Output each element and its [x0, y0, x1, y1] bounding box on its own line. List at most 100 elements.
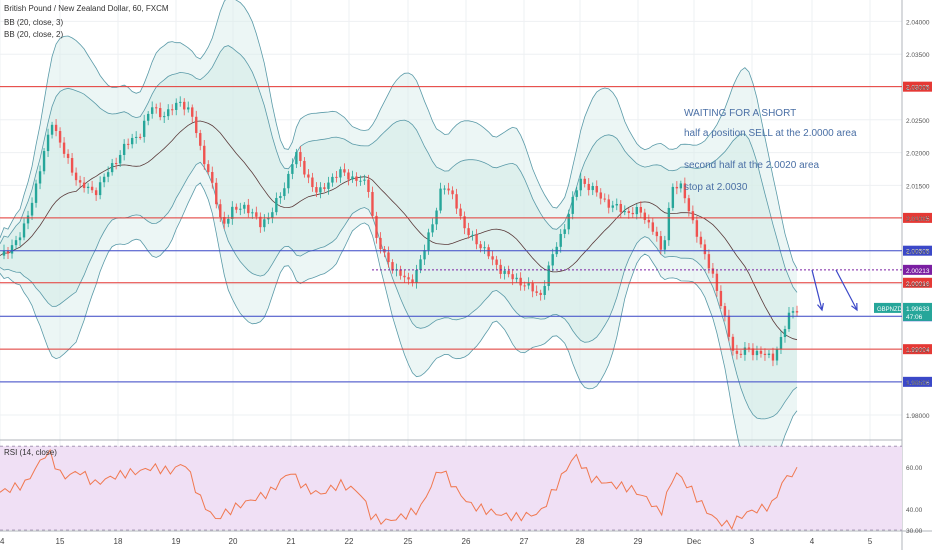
time-tick-label: 19: [172, 537, 181, 546]
annotation-line-4: stop at 2.0030: [684, 182, 748, 193]
candle-body: [367, 179, 370, 192]
candle-body: [579, 178, 582, 191]
candle-body: [647, 219, 651, 223]
candle-body: [331, 176, 334, 183]
candle-body: [315, 187, 318, 193]
candle-body: [86, 186, 90, 189]
candle-body: [82, 182, 86, 189]
candle-body: [6, 250, 10, 254]
candle-body: [30, 202, 34, 216]
candle-body: [118, 154, 122, 164]
time-tick-label: 14: [0, 537, 5, 546]
level-price-label: 2.00016: [906, 281, 930, 288]
candle-body: [343, 169, 346, 173]
candle-body: [239, 208, 242, 210]
rsi-band-fill: [0, 446, 902, 530]
level-price-label: 2.00505: [906, 249, 930, 256]
candle-body: [627, 211, 630, 213]
time-tick-label: 21: [287, 537, 296, 546]
candle-body: [587, 183, 590, 191]
candle-body: [291, 164, 294, 174]
candle-body: [723, 306, 727, 316]
candle-body: [527, 283, 530, 286]
candle-body: [26, 215, 30, 224]
candle-body: [691, 211, 695, 221]
projection-arrows: [811, 269, 858, 312]
time-tick-label: 27: [520, 537, 529, 546]
indicator-bb-2: BB (20, close, 2): [4, 30, 64, 39]
candle-body: [611, 205, 614, 208]
time-tick-label: 28: [576, 537, 585, 546]
candle-body: [327, 182, 330, 189]
price-axis: 2.030052.010052.005052.002132.000161.995…: [874, 19, 932, 420]
candle-body: [575, 190, 578, 197]
candle-body: [18, 237, 22, 241]
level-price-label: 2.00213: [906, 268, 930, 275]
price-tick-label: 2.02500: [906, 118, 930, 125]
candle-body: [551, 254, 554, 266]
candle-body: [775, 349, 779, 361]
level-price-label: 2.01005: [906, 216, 930, 223]
time-tick-label: 4: [810, 537, 815, 546]
rsi-pane: 60.00 40.00 30.00: [0, 445, 923, 535]
candle-body: [771, 353, 775, 361]
candle-body: [735, 350, 739, 354]
candle-body: [154, 107, 158, 109]
bb-band-line: [0, 161, 798, 420]
candle-body: [667, 207, 671, 241]
down-arrow-head: [851, 302, 858, 312]
candle-body: [215, 182, 218, 205]
candle-body: [763, 353, 767, 355]
candle-body: [483, 247, 486, 249]
candle-body: [411, 279, 414, 283]
candle-body: [299, 151, 302, 161]
level-price-tag: [903, 264, 932, 275]
candle-body: [58, 131, 62, 143]
candle-body: [607, 199, 610, 208]
candle-body: [126, 143, 130, 145]
symbol-title: British Pound / New Zealand Dollar, 60, …: [4, 4, 169, 13]
time-tick-label: 3: [750, 537, 755, 546]
time-axis: 14 15 18 19 20 21 22 25 26 27 28 29 Dec 3 4 5: [0, 537, 873, 546]
candle-body: [199, 133, 202, 146]
candle-body: [767, 353, 771, 355]
candle-body: [363, 179, 366, 181]
rsi-line: [0, 448, 798, 531]
level-price-tag: [903, 277, 932, 288]
candle-body: [259, 216, 262, 228]
candle-body: [423, 250, 426, 260]
level-price-tag: [903, 212, 932, 223]
candle-body: [731, 336, 735, 351]
bb-band-line: [0, 0, 798, 269]
candle-body: [419, 259, 422, 271]
candle-body: [10, 245, 14, 254]
candle-body: [635, 206, 638, 215]
candle-body: [543, 285, 546, 295]
candle-body: [679, 183, 683, 189]
candle-body: [351, 176, 354, 180]
candle-body: [779, 337, 783, 350]
price-tick-label: 1.99000: [906, 347, 930, 354]
bb-band-line: [0, 45, 798, 293]
countdown-label: 47:06: [906, 314, 923, 321]
candle-body: [203, 145, 206, 165]
price-tick-label: 2.04000: [906, 19, 930, 26]
candle-body: [703, 244, 707, 255]
candle-body: [311, 177, 314, 188]
candle-body: [459, 208, 462, 217]
candle-body: [507, 270, 510, 275]
level-lines: [0, 86, 902, 383]
down-arrow-shaft: [811, 269, 823, 311]
candle-body: [243, 204, 246, 209]
candle-body: [42, 151, 46, 172]
rsi-tick-label: 60.00: [906, 465, 923, 472]
candle-body: [275, 197, 278, 213]
time-tick-label: 25: [404, 537, 413, 546]
candle-body: [695, 220, 699, 237]
candle-body: [599, 192, 602, 199]
candle-body: [675, 186, 679, 189]
candle-body: [235, 206, 238, 210]
candle-body: [335, 176, 338, 178]
candle-body: [463, 216, 466, 229]
candle-body: [375, 215, 378, 238]
